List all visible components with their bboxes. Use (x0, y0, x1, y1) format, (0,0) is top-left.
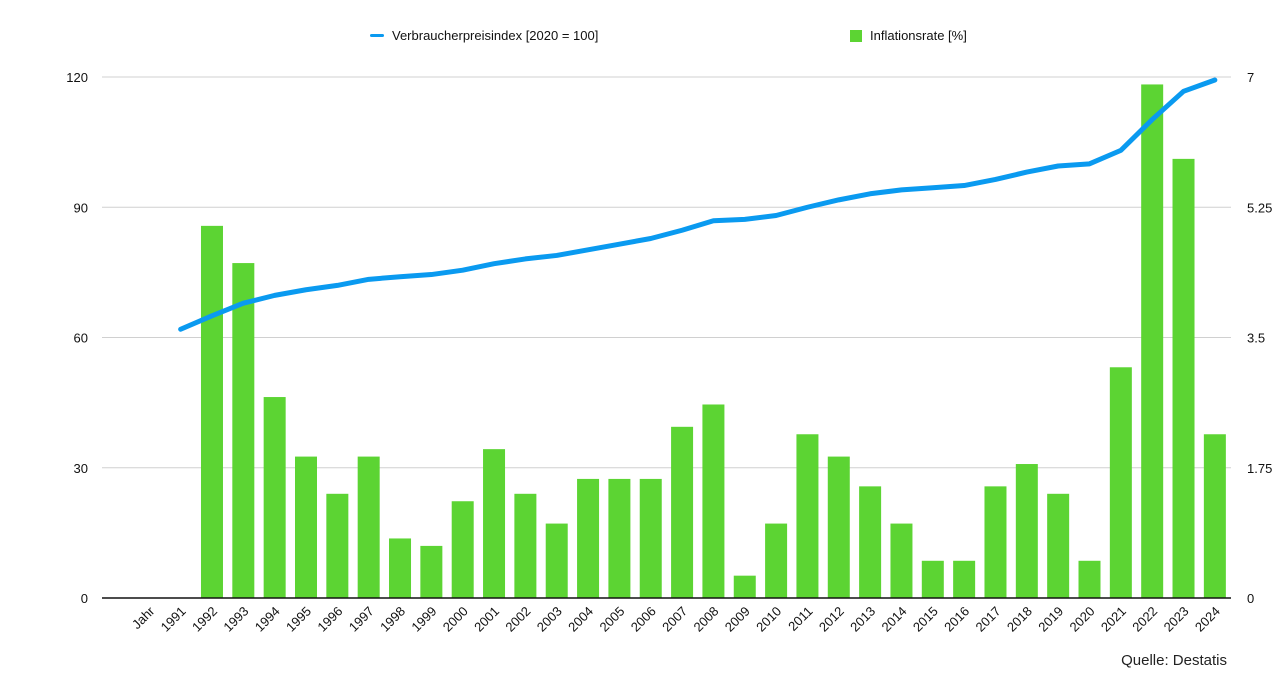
bar-2011 (796, 434, 819, 598)
x-tick-label: 1996 (314, 604, 345, 635)
x-tick-label: 2007 (659, 604, 690, 635)
legend-label-inflation: Inflationsrate [%] (870, 28, 967, 43)
bar-2021 (1109, 367, 1132, 598)
legend-line-icon (370, 34, 384, 37)
bar-2010 (765, 523, 788, 598)
x-tick-label: 1997 (346, 604, 377, 635)
y-left-tick-label: 90 (74, 200, 88, 215)
bar-2024 (1203, 434, 1226, 598)
bar-2003 (545, 523, 568, 598)
x-tick-label: 2004 (565, 604, 596, 635)
bar-1996 (326, 493, 349, 598)
bar-2001 (483, 449, 506, 598)
bar-2015 (921, 560, 944, 598)
x-tick-label: 1993 (220, 604, 251, 635)
bar-1999 (420, 545, 443, 598)
x-tick-label: 2016 (941, 604, 972, 635)
x-tick-label: 2017 (973, 604, 1004, 635)
legend-item-inflation: Inflationsrate [%] (850, 28, 967, 43)
x-tick-label: 1999 (408, 604, 439, 635)
bar-2014 (890, 523, 913, 598)
x-tick-label: 2023 (1161, 604, 1192, 635)
bar-1993 (232, 263, 255, 598)
y-left-tick-label: 0 (81, 591, 88, 606)
x-tick-label: 2012 (816, 604, 847, 635)
y-left-tick-label: 120 (66, 70, 88, 85)
x-tick-label: 1995 (283, 604, 314, 635)
x-tick-label: 1991 (158, 604, 189, 635)
x-tick-label: 1992 (189, 604, 220, 635)
cpi-line (178, 77, 1218, 332)
x-tick-label: 2024 (1192, 604, 1223, 635)
y-right-tick-label: 3.5 (1247, 331, 1265, 346)
y-right-tick-label: 7 (1247, 70, 1254, 85)
source-note: Quelle: Destatis (1121, 652, 1227, 669)
bar-2012 (827, 456, 850, 598)
x-tick-label: 1994 (252, 604, 283, 635)
x-tick-label: 2020 (1067, 604, 1098, 635)
x-tick-label: 2010 (753, 604, 784, 635)
x-tick-label: 2022 (1129, 604, 1160, 635)
x-tick-label: 2000 (440, 604, 471, 635)
legend-square-icon (850, 29, 862, 42)
bar-2002 (514, 493, 537, 598)
x-tick-label: 1998 (377, 604, 408, 635)
x-tick-label: 2013 (847, 604, 878, 635)
legend-item-cpi: Verbraucherpreisindex [2020 = 100] (370, 28, 598, 43)
x-tick-label: 2018 (1004, 604, 1035, 635)
x-tick-label: 2008 (690, 604, 721, 635)
bar-2005 (608, 478, 631, 598)
x-tick-label: 2011 (785, 604, 815, 634)
bar-2007 (671, 426, 694, 598)
bar-2013 (859, 486, 882, 598)
x-tick-label: 2015 (910, 604, 941, 635)
bar-2020 (1078, 560, 1101, 598)
x-tick-label: 2006 (628, 604, 659, 635)
y-right-tick-label: 1.75 (1247, 461, 1272, 476)
bar-2023 (1172, 158, 1195, 598)
legend-label-cpi: Verbraucherpreisindex [2020 = 100] (392, 28, 599, 43)
bar-2016 (953, 560, 976, 598)
bar-2022 (1141, 84, 1164, 598)
bar-1998 (389, 538, 412, 598)
bar-2000 (451, 501, 474, 598)
bar-2009 (733, 575, 756, 598)
x-tick-label: 2002 (502, 604, 533, 635)
bar-1997 (357, 456, 380, 598)
x-tick-label: 2014 (879, 604, 910, 635)
bar-2019 (1047, 493, 1070, 598)
x-tick-label: 2009 (722, 604, 753, 635)
bar-2017 (984, 486, 1007, 598)
bar-1995 (295, 456, 317, 598)
x-tick-label: Jahr (129, 603, 158, 632)
x-tick-label: 2001 (471, 604, 502, 635)
bar-1992 (200, 225, 223, 598)
bar-2006 (639, 478, 662, 598)
y-right-tick-label: 5.25 (1247, 200, 1272, 215)
bar-2008 (702, 404, 725, 598)
x-tick-label: 2005 (596, 604, 627, 635)
bar-2004 (577, 478, 600, 598)
y-right-tick-label: 0 (1247, 591, 1254, 606)
bar-1994 (263, 397, 286, 598)
y-left-tick-label: 30 (74, 461, 88, 476)
bar-2018 (1015, 464, 1038, 598)
x-tick-label: 2021 (1098, 604, 1129, 635)
x-tick-label: 2003 (534, 604, 565, 635)
x-tick-label: 2019 (1035, 604, 1066, 635)
y-left-tick-label: 60 (74, 331, 88, 346)
